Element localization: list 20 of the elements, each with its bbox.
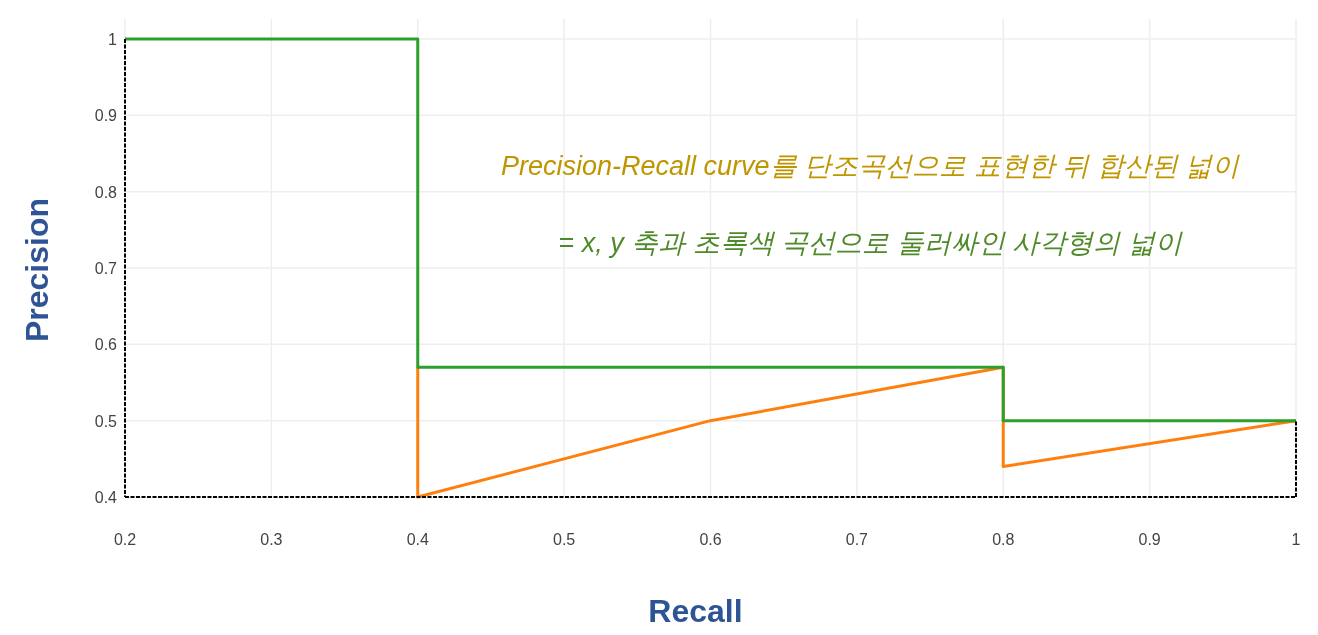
y-tick-label: 0.4	[94, 489, 118, 506]
annotation: Precision-Recall curve를 단조곡선으로 표현한 뒤 합산된 넓이	[500, 151, 1241, 181]
y-tick-label: 0.7	[94, 260, 118, 277]
x-tick-label: 1	[1291, 531, 1301, 548]
y-axis-title: Precision	[19, 197, 55, 343]
x-tick-label: 0.7	[845, 531, 869, 548]
x-tick-label: 0.9	[1138, 531, 1161, 548]
x-tick-label: 0.3	[260, 531, 283, 548]
x-tick-label: 0.5	[553, 531, 576, 548]
y-tick-label: 1	[108, 31, 118, 48]
y-tick-label: 0.8	[94, 183, 118, 201]
x-tick-label: 0.4	[406, 531, 429, 548]
y-tick-label: 0.6	[94, 336, 118, 354]
y-tick-label: 0.9	[94, 107, 118, 125]
y-tick-label: 0.5	[94, 412, 118, 430]
x-tick-label: 0.2	[113, 531, 137, 548]
x-tick-label: 0.8	[992, 531, 1015, 548]
annotation: = x, y 축과 초록색 곡선으로 둘러싸인 사각형의 넓이	[558, 228, 1183, 258]
x-axis-title: Recall	[648, 593, 743, 629]
x-tick-label: 0.6	[699, 531, 722, 548]
